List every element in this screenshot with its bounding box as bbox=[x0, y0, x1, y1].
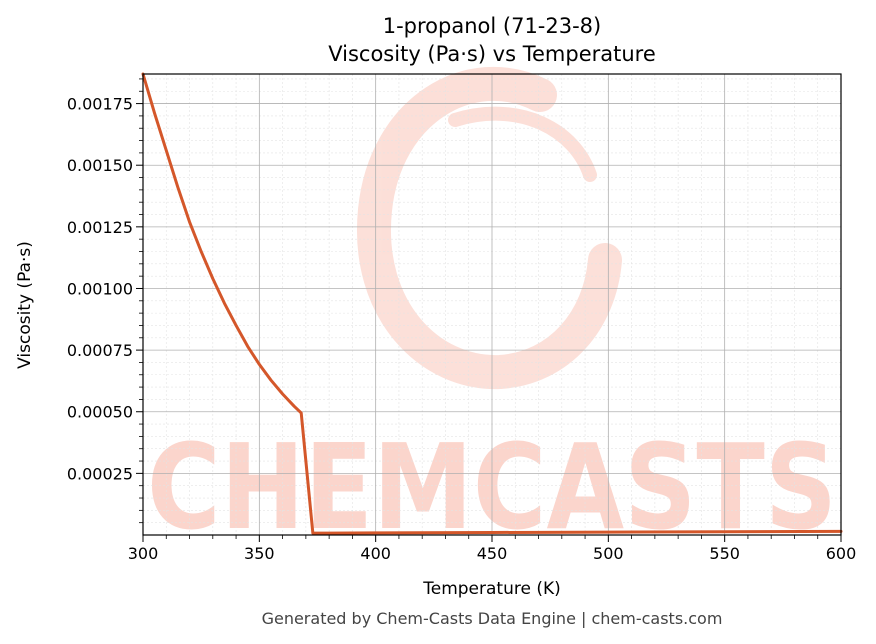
y-tick-label: 0.00175 bbox=[67, 95, 133, 114]
y-tick-label: 0.00025 bbox=[67, 464, 133, 483]
major-grid bbox=[143, 74, 841, 535]
chart-subtitle: Viscosity (Pa·s) vs Temperature bbox=[328, 42, 656, 66]
y-tick-label: 0.00075 bbox=[67, 341, 133, 360]
y-tick-labels: 0.00025 0.00050 0.00075 0.00100 0.00125 0.001… bbox=[67, 95, 133, 484]
y-tick-label: 0.00150 bbox=[67, 156, 133, 175]
x-tick-labels: 300 350 400 450 500 550 600 bbox=[128, 544, 857, 563]
tick-marks bbox=[136, 78, 842, 542]
series-layer bbox=[141, 72, 843, 535]
x-tick-label: 350 bbox=[244, 544, 275, 563]
x-tick-label: 450 bbox=[477, 544, 508, 563]
y-tick-label: 0.00125 bbox=[67, 218, 133, 237]
footer-credit: Generated by Chem-Casts Data Engine | ch… bbox=[262, 609, 723, 628]
watermark-swirl-icon bbox=[357, 66, 622, 390]
x-tick-label: 300 bbox=[128, 544, 159, 563]
x-tick-label: 600 bbox=[826, 544, 857, 563]
chart-title: 1-propanol (71-23-8) bbox=[383, 14, 602, 38]
y-tick-label: 0.00050 bbox=[67, 403, 133, 422]
x-axis-label: Temperature (K) bbox=[422, 579, 561, 599]
series-line bbox=[141, 72, 843, 535]
y-tick-label: 0.00100 bbox=[67, 279, 133, 298]
x-tick-label: 550 bbox=[709, 544, 740, 563]
y-axis-label: Viscosity (Pa·s) bbox=[15, 241, 35, 369]
x-tick-label: 500 bbox=[593, 544, 624, 563]
x-tick-label: 400 bbox=[360, 544, 391, 563]
